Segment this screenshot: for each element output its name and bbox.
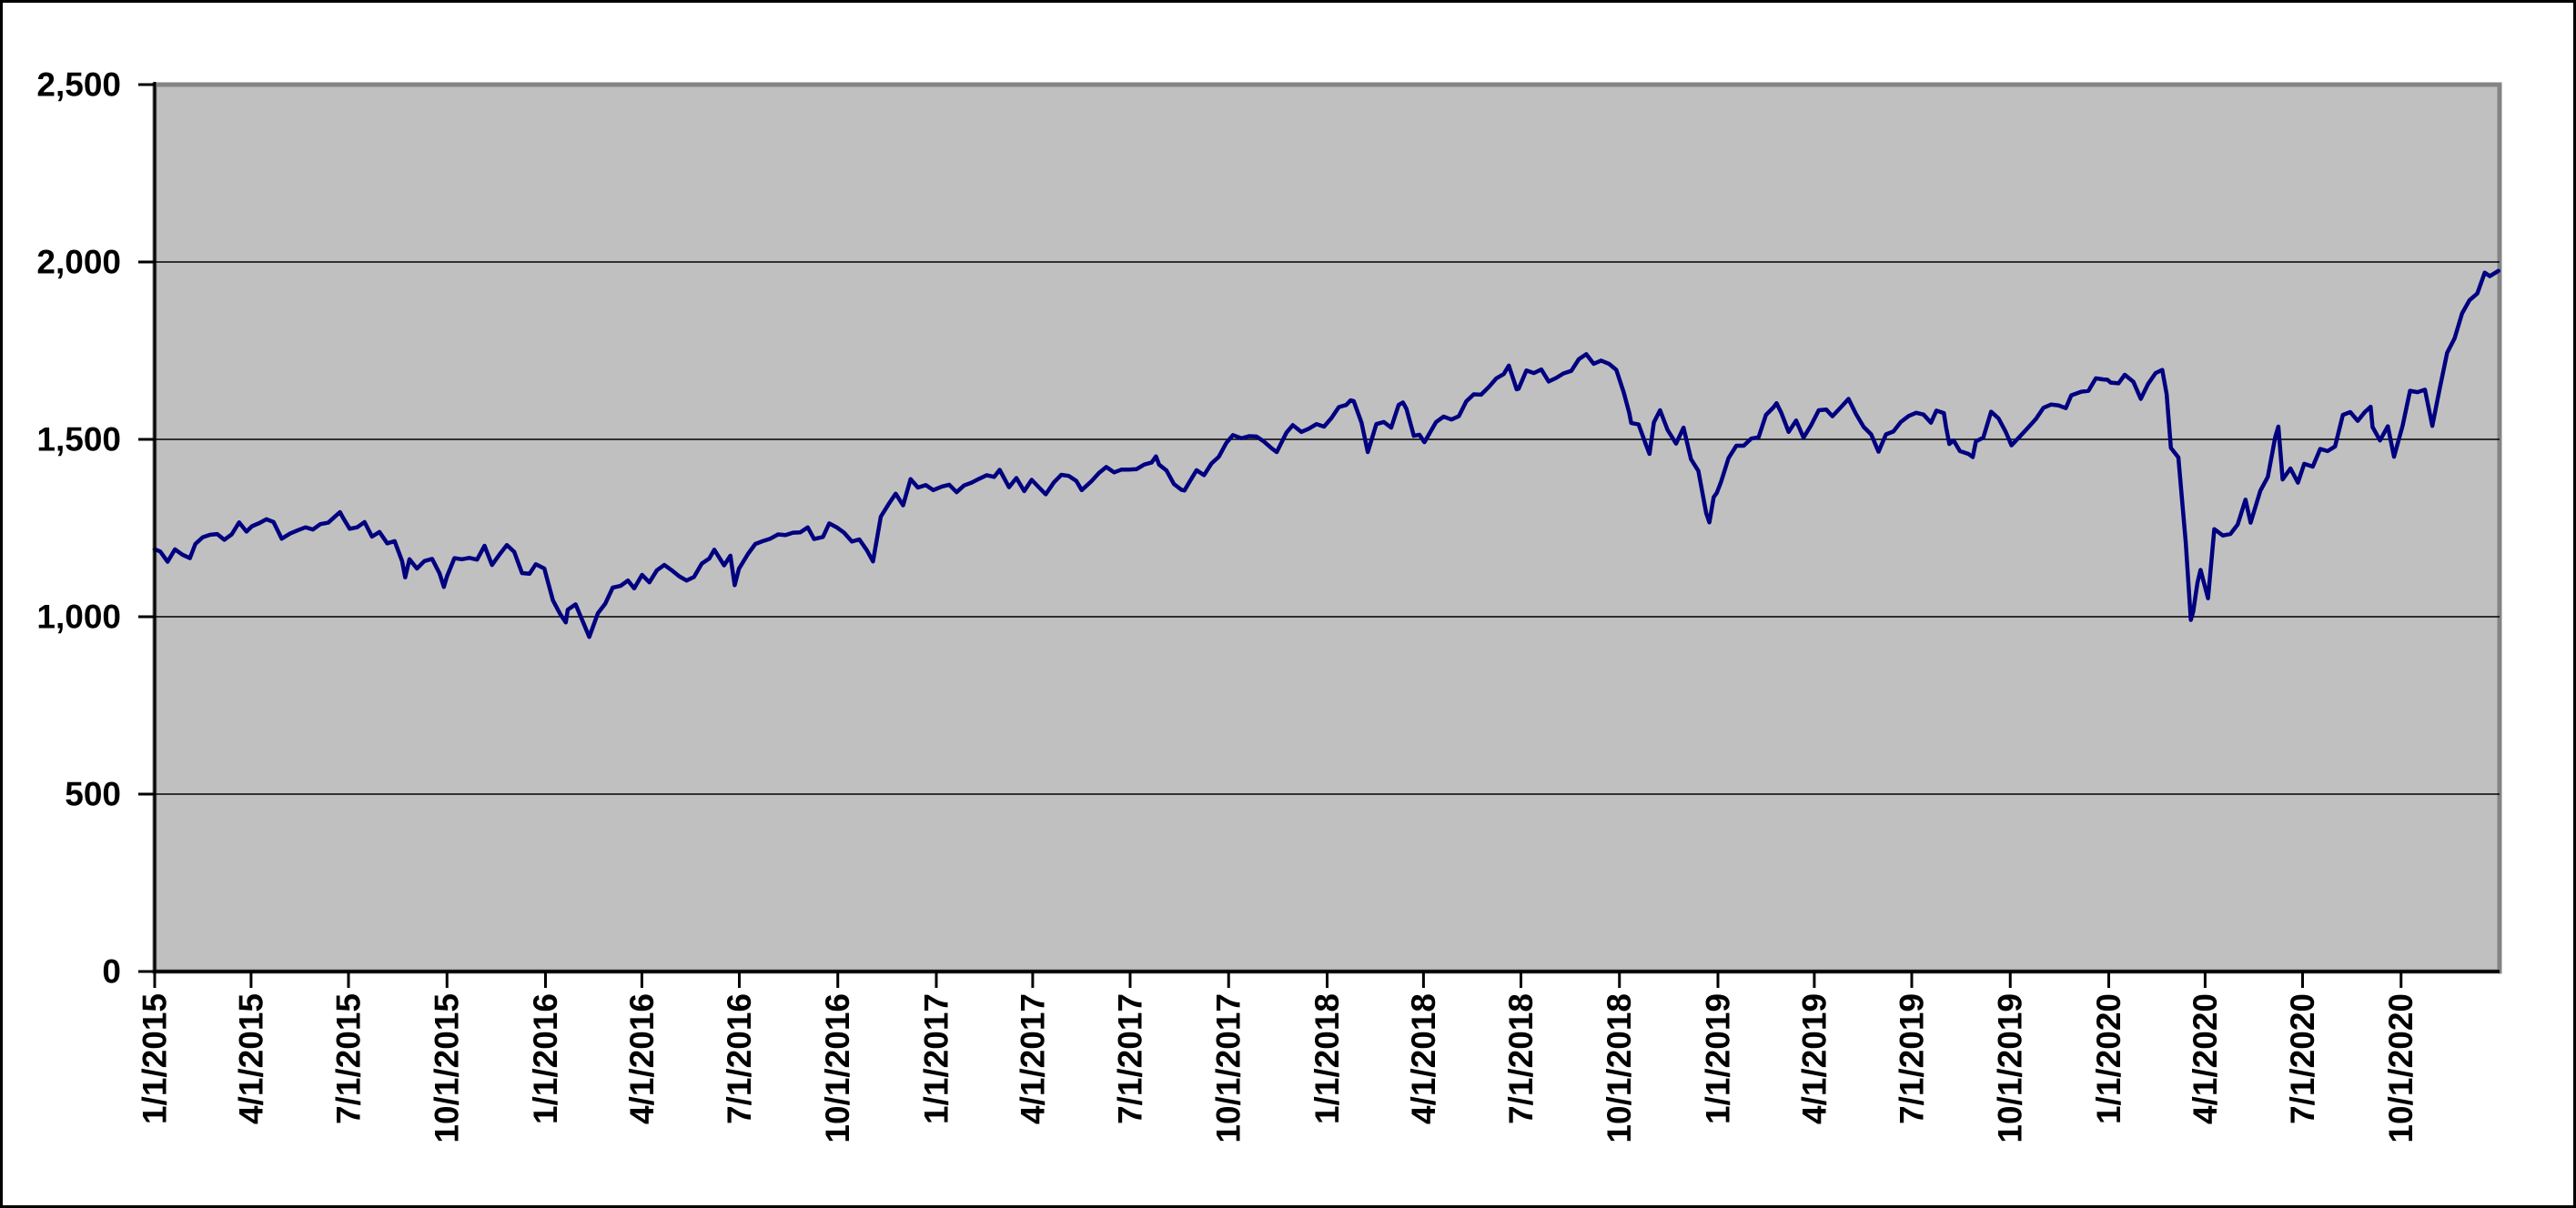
x-tick-label: 7/1/2018 <box>1502 993 1540 1124</box>
x-tick-label: 4/1/2018 <box>1405 993 1442 1124</box>
x-tick-label: 10/1/2020 <box>2382 993 2419 1143</box>
line-chart: 0 500 1,000 1,500 2,000 2,500 1/1/2015 4/1/2015… <box>36 66 2502 1143</box>
x-tick-label: 1/1/2018 <box>1308 993 1346 1124</box>
y-tick-label: 0 <box>102 953 121 991</box>
x-tick-label: 1/1/2019 <box>1700 993 1737 1124</box>
x-tick-label: 10/1/2015 <box>429 993 466 1143</box>
x-tick-label: 4/1/2016 <box>623 993 661 1124</box>
y-tick-label: 500 <box>65 776 121 813</box>
x-tick-label: 4/1/2019 <box>1795 993 1833 1124</box>
series-line <box>152 268 2500 639</box>
x-tick-label: 4/1/2015 <box>232 993 269 1124</box>
plot-area <box>152 82 2502 974</box>
x-tick-label: 1/1/2016 <box>527 993 564 1124</box>
x-tick-label: 7/1/2015 <box>329 993 367 1124</box>
x-tick-label: 4/1/2017 <box>1014 993 1051 1124</box>
x-tick-label: 7/1/2016 <box>721 993 758 1124</box>
y-tick-label: 1,500 <box>36 421 121 458</box>
x-tick-label: 7/1/2017 <box>1111 993 1148 1124</box>
x-tick-label: 1/1/2015 <box>136 993 174 1124</box>
x-tick-label: 10/1/2016 <box>819 993 856 1143</box>
x-tick-label: 1/1/2017 <box>918 993 955 1124</box>
x-tick-label: 7/1/2019 <box>1893 993 1930 1124</box>
x-tick-label: 10/1/2019 <box>1992 993 2029 1143</box>
x-tick-label: 1/1/2020 <box>2090 993 2127 1124</box>
x-tick-label: 4/1/2020 <box>2187 993 2224 1124</box>
x-tick-label: 7/1/2020 <box>2284 993 2321 1124</box>
y-tick-label: 2,000 <box>36 244 121 281</box>
y-tick-label: 1,000 <box>36 599 121 636</box>
x-tick-label: 10/1/2018 <box>1601 993 1638 1143</box>
x-tick-label: 10/1/2017 <box>1210 993 1248 1143</box>
y-tick-label: 2,500 <box>36 66 121 104</box>
